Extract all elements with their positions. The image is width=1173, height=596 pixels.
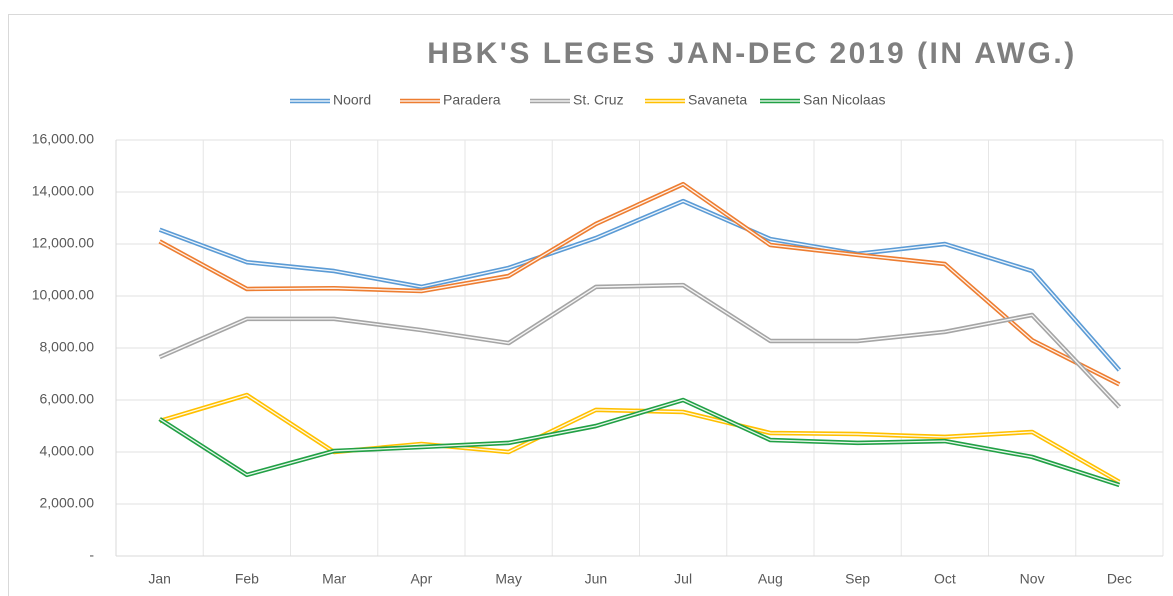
- x-tick-label: Feb: [235, 571, 259, 587]
- x-tick-label: Aug: [758, 571, 783, 587]
- legend-label: St. Cruz: [573, 92, 624, 108]
- legend-label: Noord: [333, 92, 371, 108]
- y-tick-label: 12,000.00: [32, 235, 94, 251]
- x-tick-label: Nov: [1020, 571, 1045, 587]
- y-tick-label: 10,000.00: [32, 287, 94, 303]
- y-tick-label: 14,000.00: [32, 183, 94, 199]
- y-tick-label: 6,000.00: [40, 391, 95, 407]
- chart-frame: [8, 14, 1173, 596]
- x-tick-label: Sep: [845, 571, 870, 587]
- legend-label: Savaneta: [688, 92, 747, 108]
- chart-title: HBK'S LEGES JAN-DEC 2019 (IN AWG.): [427, 37, 1076, 70]
- x-tick-label: Jul: [674, 571, 692, 587]
- y-tick-label: 4,000.00: [40, 443, 95, 459]
- y-tick-label: -: [89, 547, 94, 563]
- x-tick-label: Apr: [410, 571, 432, 587]
- y-tick-label: 8,000.00: [40, 339, 95, 355]
- series-line-highlight: [159, 399, 1120, 486]
- series-line-highlight: [159, 200, 1120, 371]
- y-tick-label: 2,000.00: [40, 495, 95, 511]
- legend-label: San Nicolaas: [803, 92, 886, 108]
- legend-label: Paradera: [443, 92, 501, 108]
- x-tick-label: Dec: [1107, 571, 1132, 587]
- x-tick-label: Jan: [148, 571, 171, 587]
- y-tick-label: 16,000.00: [32, 131, 94, 147]
- x-tick-label: Oct: [934, 571, 956, 587]
- x-tick-label: May: [495, 571, 521, 587]
- series-line-highlight: [159, 183, 1120, 385]
- series-line-highlight: [159, 284, 1120, 408]
- x-tick-label: Jun: [585, 571, 608, 587]
- x-tick-label: Mar: [322, 571, 346, 587]
